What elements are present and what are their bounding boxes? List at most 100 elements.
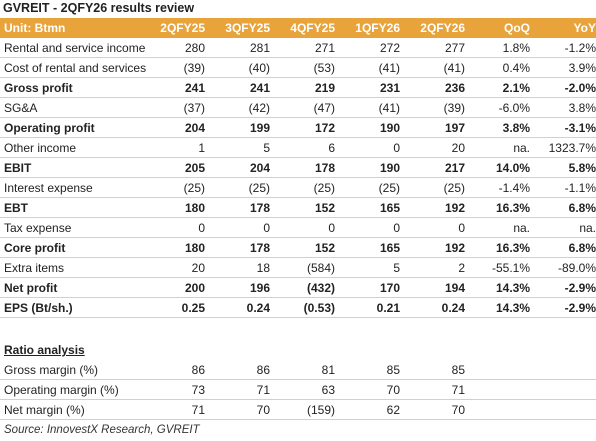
cell: 152 (314, 241, 335, 255)
ratio-row: Net margin (%) 71 70 (159) 62 70 (0, 400, 596, 420)
cell: 0 (328, 221, 335, 235)
cell: (53) (313, 61, 335, 75)
cell: 14.0% (495, 161, 530, 175)
row-label: Operating profit (4, 121, 95, 135)
cell: 217 (444, 161, 465, 175)
cell: 277 (444, 41, 465, 55)
cell: 71 (451, 383, 465, 397)
cell: 0.4% (502, 61, 530, 75)
cell: 63 (321, 383, 335, 397)
row-label: Tax expense (4, 221, 72, 235)
cell: 165 (379, 201, 400, 215)
cell: 1 (198, 141, 205, 155)
cell: 236 (444, 81, 465, 95)
cell: 200 (184, 281, 205, 295)
row-label: Net profit (4, 281, 58, 295)
cell: 241 (249, 81, 270, 95)
cell: -1.1% (564, 181, 596, 195)
column-header: 1QFY26 (355, 21, 400, 35)
cell: 1323.7% (548, 141, 596, 155)
column-header: QoQ (504, 21, 530, 35)
cell: (41) (378, 101, 400, 115)
table-row: Tax expense 0 0 0 0 0 na. na. (0, 218, 596, 238)
table-row: EBT 180 178 152 165 192 16.3% 6.8% (0, 198, 596, 218)
cell: 192 (444, 201, 465, 215)
cell: 241 (184, 81, 205, 95)
cell: 70 (386, 383, 400, 397)
cell: 0 (393, 141, 400, 155)
cell: 5.8% (568, 161, 596, 175)
row-label: Extra items (4, 261, 65, 275)
ratio-row: Gross margin (%) 86 86 81 85 85 (0, 360, 596, 380)
column-header: YoY (573, 21, 596, 35)
cell: (25) (443, 181, 465, 195)
cell: 180 (184, 201, 205, 215)
source: Source: InnovestX Research, GVREIT (4, 424, 200, 436)
cell: 280 (184, 41, 205, 55)
cell: 172 (314, 121, 335, 135)
cell: 3.8% (502, 121, 530, 135)
cell: 85 (451, 363, 465, 377)
cell: -55.1% (491, 261, 530, 275)
cell: 1.8% (502, 41, 530, 55)
cell: -89.0% (557, 261, 596, 275)
cell: (0.53) (303, 301, 335, 315)
cell: -6.0% (498, 101, 530, 115)
cell: (41) (378, 61, 400, 75)
cell: 2 (458, 261, 465, 275)
cell: -2.9% (564, 301, 596, 315)
row-label: Gross profit (4, 81, 73, 95)
cell: (40) (248, 61, 270, 75)
cell: (37) (183, 101, 205, 115)
cell: 219 (314, 81, 335, 95)
cell: 231 (379, 81, 400, 95)
row-label: Other income (4, 141, 77, 155)
table-row: Other income 1 5 6 0 20 na. 1323.7% (0, 138, 596, 158)
row-label: Gross margin (%) (4, 363, 99, 377)
row-label: Core profit (4, 241, 66, 255)
cell: 204 (184, 121, 205, 135)
cell: 73 (191, 383, 205, 397)
cell: -2.9% (564, 281, 596, 295)
cell: 16.3% (495, 241, 530, 255)
cell: 81 (321, 363, 335, 377)
cell: 271 (314, 41, 335, 55)
table-row: Core profit 180 178 152 165 192 16.3% 6.8% (0, 238, 596, 258)
title: GVREIT - 2QFY26 results review (3, 1, 195, 15)
cell: 196 (249, 281, 270, 295)
cell: 192 (444, 241, 465, 255)
cell: 70 (256, 403, 270, 417)
cell: 86 (191, 363, 205, 377)
cell: 14.3% (495, 301, 530, 315)
cell: 178 (249, 241, 270, 255)
cell: 0.24 (441, 301, 465, 315)
cell: -1.4% (498, 181, 530, 195)
table-row: Interest expense (25) (25) (25) (25) (25) -1.4… (0, 178, 596, 198)
cell: 70 (451, 403, 465, 417)
table-row: SG&A (37) (42) (47) (41) (39) -6.0% 3.8% (0, 98, 596, 118)
cell: 20 (191, 261, 205, 275)
cell: (25) (248, 181, 270, 195)
cell: 16.3% (495, 201, 530, 215)
cell: 178 (314, 161, 335, 175)
row-label: Operating margin (%) (4, 383, 119, 397)
cell: 3.9% (568, 61, 596, 75)
cell: 0 (458, 221, 465, 235)
table-row: Gross profit 241 241 219 231 236 2.1% -2.0% (0, 78, 596, 98)
row-label: EBT (4, 201, 28, 215)
cell: 6.8% (568, 201, 596, 215)
cell: (584) (306, 261, 335, 275)
cell: 165 (379, 241, 400, 255)
cell: 199 (249, 121, 270, 135)
row-label: Rental and service income (4, 41, 146, 55)
cell: (25) (378, 181, 400, 195)
table-row: Operating profit 204 199 172 190 197 3.8% -3.1% (0, 118, 596, 138)
cell: na. (579, 221, 596, 235)
row-label: EBIT (4, 161, 32, 175)
cell: (39) (183, 61, 205, 75)
column-header: 2QFY25 (160, 21, 205, 35)
column-header: Unit: Btmn (4, 21, 66, 35)
cell: 0 (198, 221, 205, 235)
cell: 0.21 (376, 301, 400, 315)
